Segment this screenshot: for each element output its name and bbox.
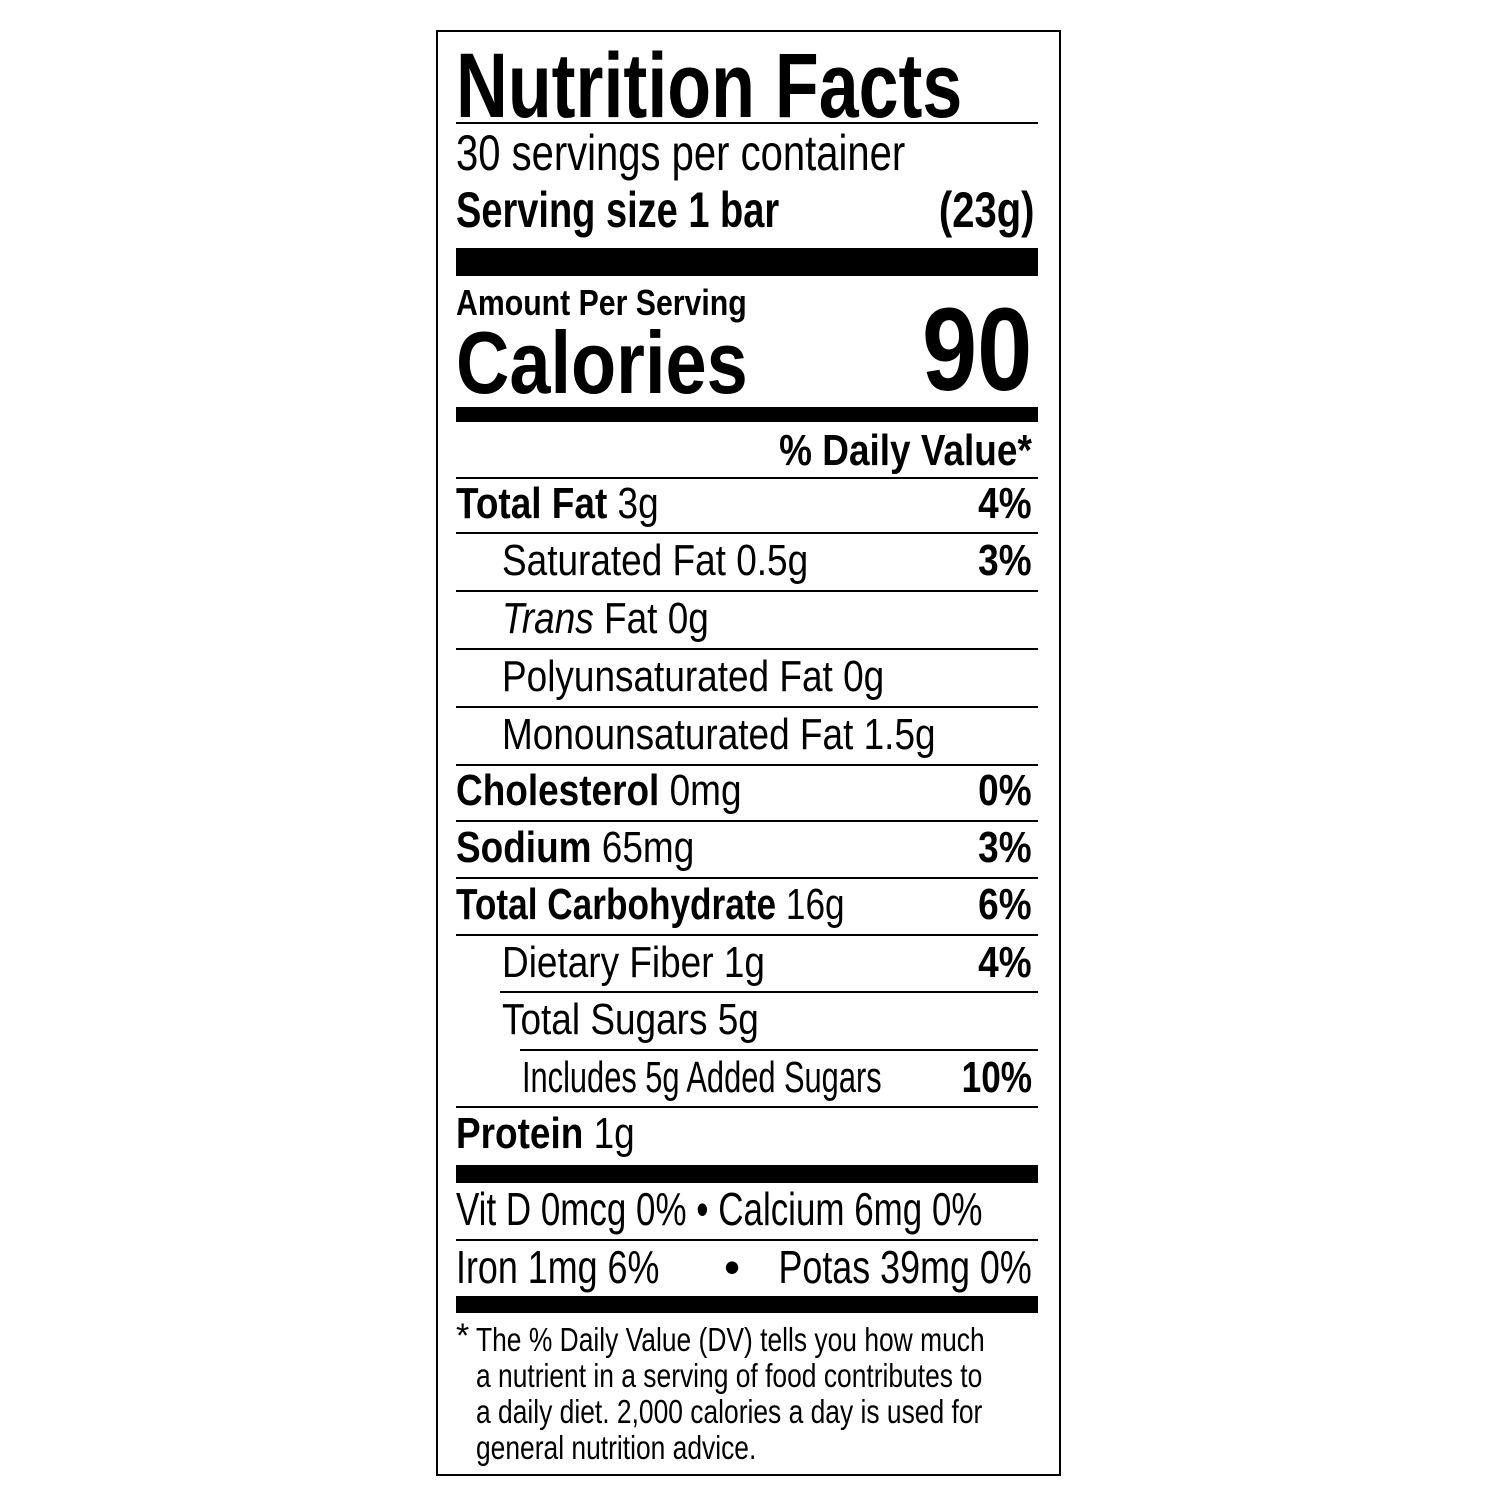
divider — [500, 991, 1038, 993]
nutrient-row-trans-fat: Trans Fat 0g — [502, 594, 709, 643]
nutrient-row-monounsaturated-fat: Monounsaturated Fat 1.5g — [502, 710, 936, 759]
divider — [456, 648, 1038, 650]
divider — [456, 934, 1038, 936]
divider — [456, 122, 1038, 124]
nutrient-row-total-sugars: Total Sugars 5g — [502, 995, 759, 1044]
serving-size-weight: (23g) — [938, 182, 1034, 238]
footnote-star: * — [456, 1317, 470, 1355]
divider — [456, 706, 1038, 708]
nutrition-label-border — [436, 30, 1061, 1476]
nutrient-row-protein: Protein 1g — [456, 1109, 635, 1158]
nutrient-row-dietary-fiber: Dietary Fiber 1g 4% — [502, 938, 1032, 987]
footnote: The % Daily Value (DV) tells you how muc… — [476, 1322, 1036, 1466]
nutrient-row-added-sugars: Includes 5g Added Sugars 10% — [522, 1053, 1032, 1102]
thick-divider — [456, 1296, 1038, 1313]
footnote-line: The % Daily Value (DV) tells you how muc… — [476, 1321, 985, 1358]
servings-per-container: 30 servings per container — [456, 125, 906, 181]
divider — [456, 532, 1038, 534]
amount-per-serving: Amount Per Serving — [456, 282, 747, 323]
medium-divider — [456, 407, 1038, 422]
nutrient-row-total-fat: Total Fat 3g 4% — [456, 479, 1032, 528]
divider — [456, 1239, 1038, 1241]
vitamins-row-1: Vit D 0mcg 0% • Calcium 6mg 0% — [456, 1183, 983, 1235]
footnote-line: a daily diet. 2,000 calories a day is us… — [476, 1393, 983, 1430]
divider — [456, 590, 1038, 592]
title: Nutrition Facts — [456, 35, 963, 137]
nutrient-row-total-carbohydrate: Total Carbohydrate 16g 6% — [456, 880, 1032, 929]
footnote-line: general nutrition advice. — [476, 1429, 757, 1466]
divider — [520, 1049, 1038, 1051]
nutrient-row-saturated-fat: Saturated Fat 0.5g 3% — [502, 536, 1032, 585]
divider — [456, 477, 1038, 479]
nutrient-row-sodium: Sodium 65mg 3% — [456, 823, 1032, 872]
nutrient-row-cholesterol: Cholesterol 0mg 0% — [456, 766, 1032, 815]
footnote-line: a nutrient in a serving of food contribu… — [476, 1357, 983, 1394]
calories-label: Calories — [456, 313, 748, 412]
daily-value-header: % Daily Value* — [779, 426, 1032, 475]
divider — [456, 764, 1038, 766]
divider — [456, 1106, 1038, 1108]
thick-divider — [456, 248, 1038, 276]
serving-size-label: Serving size 1 bar — [456, 182, 780, 238]
divider — [456, 820, 1038, 822]
divider — [456, 877, 1038, 879]
calories-value: 90 — [921, 284, 1032, 416]
nutrient-row-polyunsaturated-fat: Polyunsaturated Fat 0g — [502, 652, 885, 701]
vitamins-row-2: Iron 1mg 6% • Potas 39mg 0% — [456, 1241, 1032, 1293]
thick-divider — [456, 1165, 1038, 1183]
